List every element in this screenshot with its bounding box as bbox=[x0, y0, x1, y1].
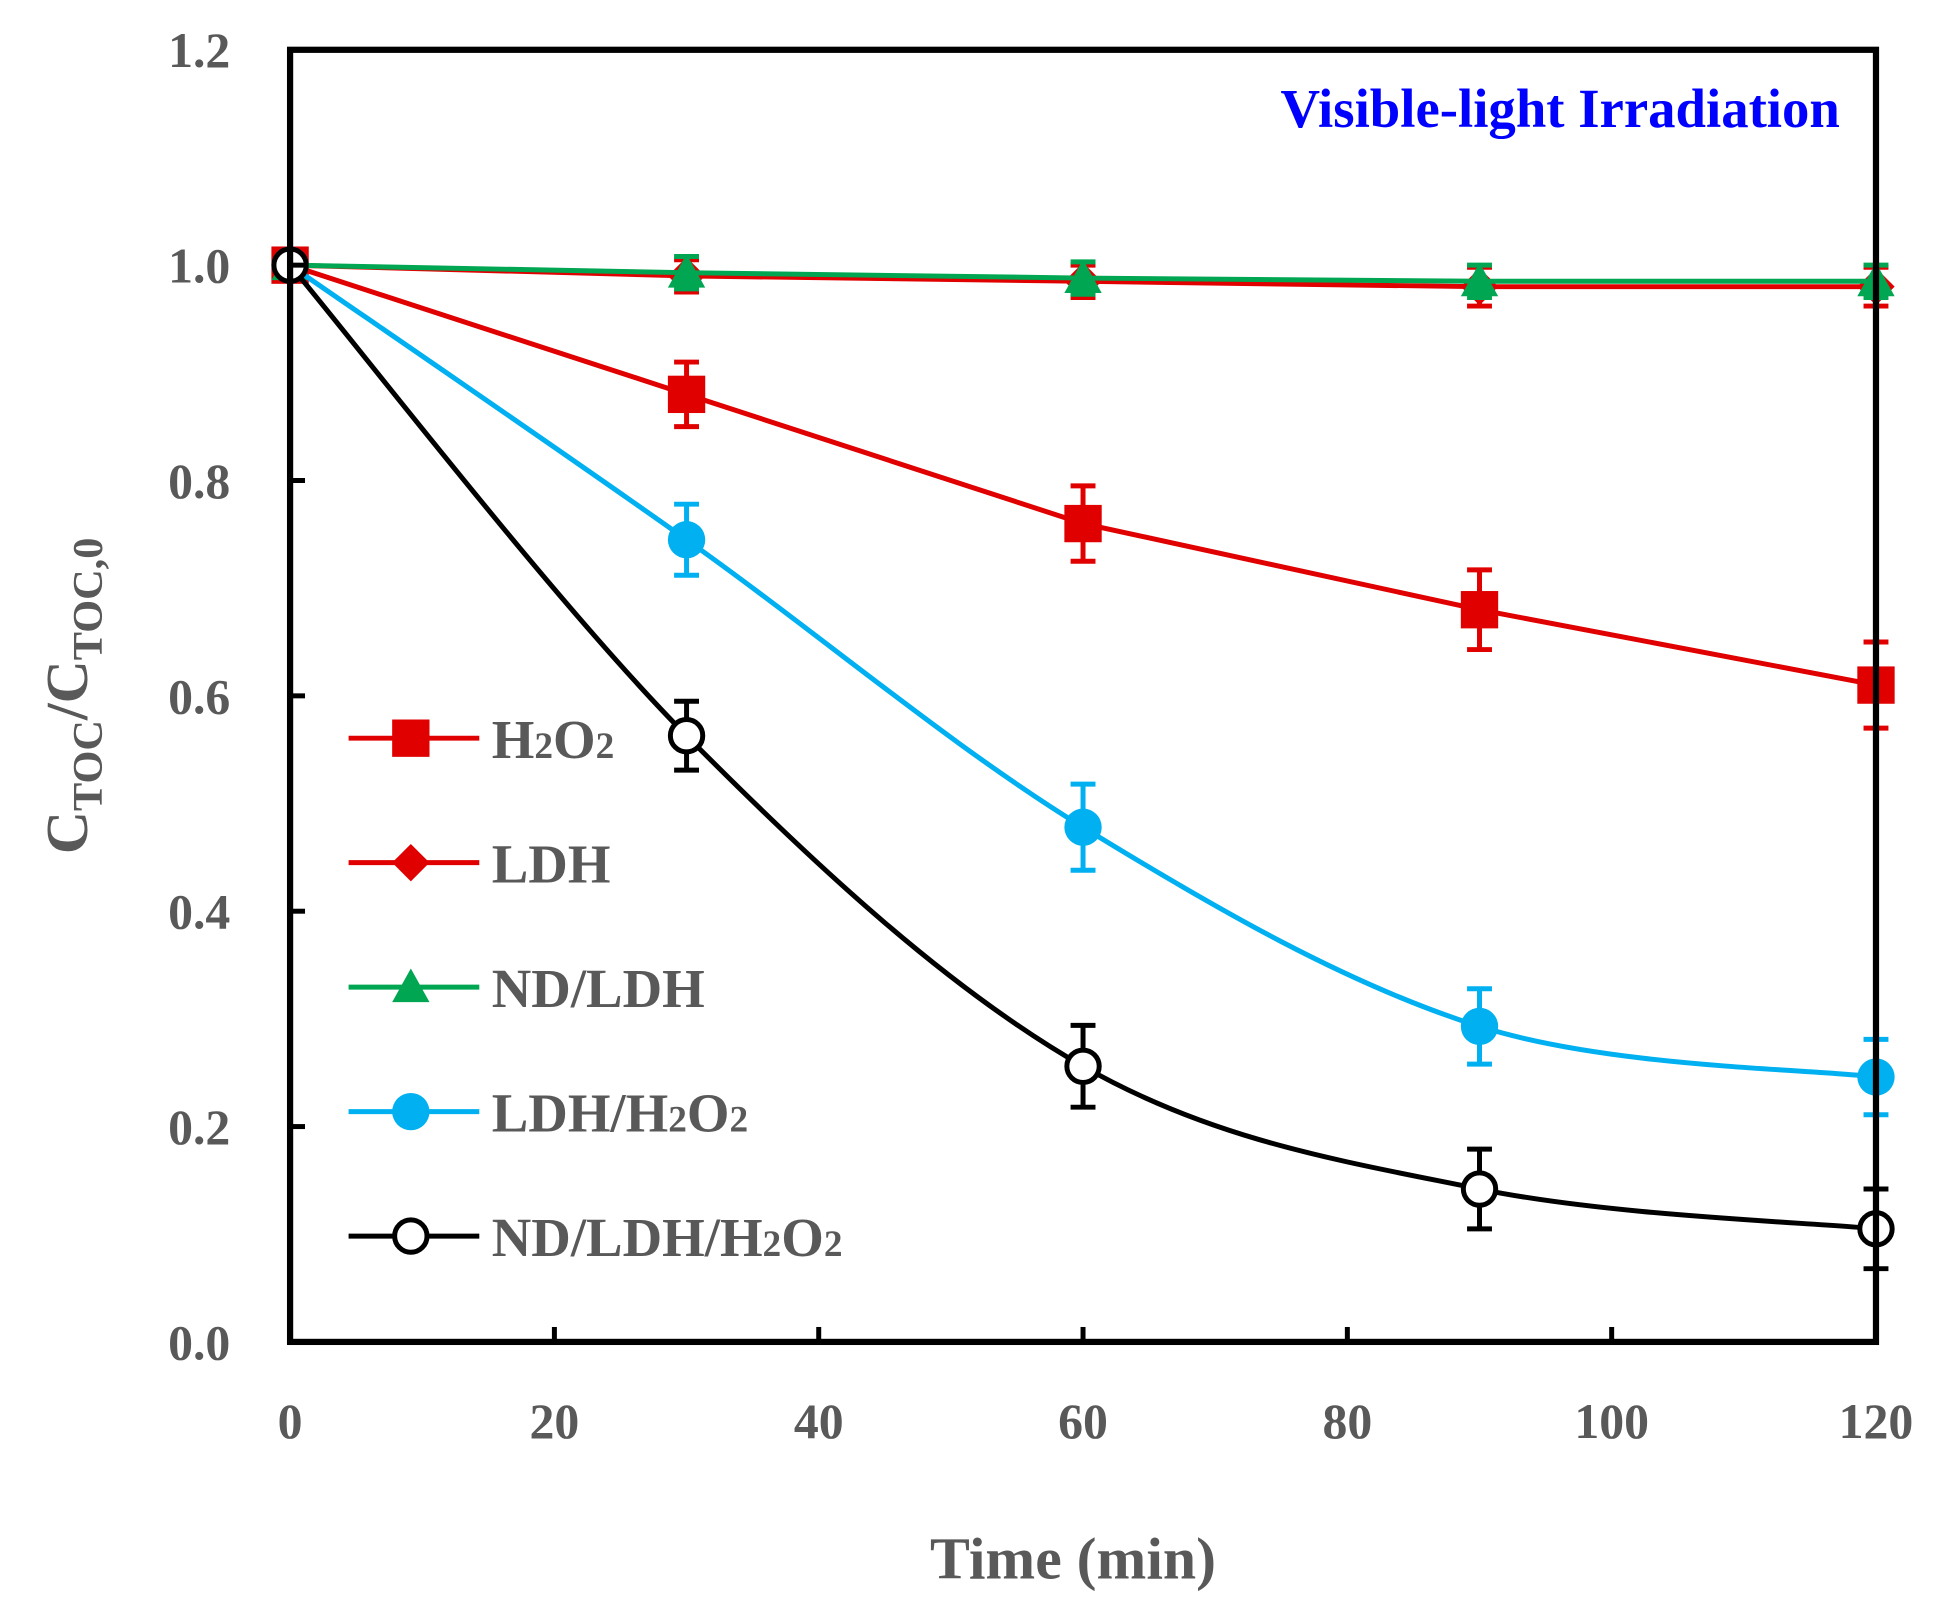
plot-frame bbox=[286, 46, 1880, 1346]
legend-label: LDH/H2O2 bbox=[492, 1083, 748, 1144]
data-point bbox=[1460, 1007, 1499, 1046]
y-tick-label: 0.0 bbox=[168, 1315, 230, 1370]
legend-item: LDH bbox=[348, 834, 611, 895]
legend-item: H2O2 bbox=[348, 709, 615, 770]
legend-item: LDH/H2O2 bbox=[348, 1083, 748, 1144]
legend-label: ND/LDH/H2O2 bbox=[492, 1207, 843, 1268]
data-point bbox=[1460, 591, 1499, 629]
y-tick-label: 1.0 bbox=[168, 239, 230, 294]
data-point bbox=[1064, 259, 1102, 294]
series-line bbox=[288, 263, 1877, 1080]
data-point bbox=[1064, 1047, 1102, 1085]
data-point bbox=[667, 254, 706, 288]
legend-label: H2O2 bbox=[492, 709, 615, 770]
data-point bbox=[667, 717, 706, 755]
axis-ticks: 0 20 40 60 80 100 120 0.0 0.2 0.4 0.6 0.8 1.0 1.2 bbox=[168, 23, 1913, 1449]
annotation: Visible-light Irradiation bbox=[1281, 78, 1840, 139]
x-tick-label: 20 bbox=[530, 1394, 580, 1449]
data-point bbox=[667, 375, 706, 414]
data-point bbox=[1460, 262, 1499, 297]
series-nd-ldh-h2o2 bbox=[271, 246, 1895, 1272]
y-tick-label: 0.2 bbox=[168, 1100, 230, 1155]
legend-marker bbox=[392, 968, 430, 1003]
x-tick-label: 40 bbox=[794, 1394, 844, 1449]
data-point bbox=[1064, 504, 1102, 543]
x-tick-label: 80 bbox=[1322, 1394, 1372, 1449]
legend-label: ND/LDH bbox=[492, 958, 705, 1019]
legend-item: ND/LDH bbox=[348, 958, 705, 1019]
y-tick-label: 0.8 bbox=[168, 454, 230, 509]
legend-marker bbox=[392, 1217, 430, 1255]
x-tick-label: 60 bbox=[1058, 1394, 1108, 1449]
y-tick-label: 1.2 bbox=[168, 23, 230, 78]
legend-item: ND/LDH/H2O2 bbox=[348, 1207, 843, 1268]
y-axis-label: CTOC/CTOC,0 bbox=[34, 538, 112, 855]
legend-marker bbox=[392, 1092, 430, 1131]
x-tick-label: 100 bbox=[1574, 1394, 1649, 1449]
x-tick-label: 0 bbox=[278, 1394, 303, 1449]
legend-marker bbox=[392, 843, 430, 882]
legend-label: LDH bbox=[492, 834, 611, 895]
series-line bbox=[289, 262, 1877, 688]
data-point bbox=[1460, 1170, 1499, 1208]
y-tick-label: 0.4 bbox=[168, 885, 230, 940]
legend-marker bbox=[392, 719, 430, 757]
x-axis-label: Time (min) bbox=[930, 1525, 1216, 1591]
data-point bbox=[667, 521, 706, 559]
legend: H2O2 LDH ND/LDH LDH/H2O2 ND/LDH/H2O2 bbox=[348, 709, 843, 1268]
series-h2o2 bbox=[271, 246, 1895, 731]
series-line bbox=[288, 263, 1877, 1232]
data-point bbox=[1064, 808, 1102, 846]
x-tick-label: 120 bbox=[1839, 1394, 1914, 1449]
y-tick-label: 0.6 bbox=[168, 669, 230, 724]
